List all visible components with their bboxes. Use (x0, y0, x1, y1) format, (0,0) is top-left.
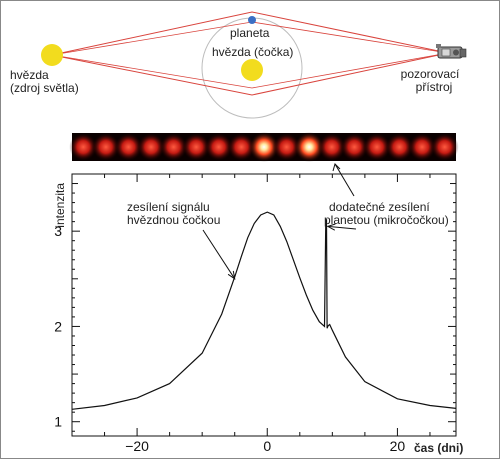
annotation-planet-arrowhead (326, 223, 336, 231)
annotation-lens-arrow (202, 229, 236, 280)
strip-spot (137, 133, 166, 161)
y-tick-label: 3 (54, 223, 62, 239)
x-tick-label: 0 (263, 438, 271, 454)
lensing-diagram: hvězda (zdroj světla) planeta hvězda (čo… (10, 11, 467, 119)
observer-sublabel: přístroj (416, 80, 453, 94)
x-tick-label: −20 (125, 438, 149, 454)
light-curve-chart: −20 0 20 1 2 3 intenzita čas (dni) zesílení s… (53, 163, 463, 455)
strip-spot (114, 133, 143, 161)
strip-pointer-arrowhead (332, 163, 341, 172)
strip-spot (69, 133, 98, 161)
lens-star-label: hvězda (čočka) (212, 45, 293, 59)
annotation-lens-arrowhead (227, 270, 236, 280)
y-tick-label: 1 (54, 414, 62, 430)
strip-spot (159, 133, 188, 161)
y-tick-label: 2 (54, 318, 62, 334)
strip-spot (340, 133, 369, 161)
strip-pointer-arrow (334, 163, 355, 197)
strip-spot (430, 133, 459, 161)
plot-frame (71, 173, 457, 437)
strip-spot (182, 133, 211, 161)
source-star-icon (41, 44, 63, 66)
telescope-icon (436, 44, 467, 59)
intensity-strip (69, 132, 459, 162)
annotation-lens-line2: hvězdnou čočkou (127, 213, 220, 227)
annotation-lens-line1: zesílení signálu (127, 200, 210, 214)
planet-icon (248, 16, 256, 24)
annotation-planet-line2: planetou (mikročočkou) (324, 213, 449, 227)
planet-label: planeta (230, 26, 270, 40)
y-axis-label: intenzita (53, 183, 67, 228)
strip-spot (91, 133, 120, 161)
strip-spot (204, 133, 233, 161)
strip-spot (408, 133, 437, 161)
annotation-planet-line1: dodatečné zesílení (329, 200, 430, 214)
light-curve-line (71, 211, 457, 410)
source-star-label: hvězda (10, 68, 49, 82)
strip-spot (385, 133, 414, 161)
annotation-planet-arrow (327, 225, 357, 230)
strip-spot (227, 133, 256, 161)
strip-bright-spot (249, 132, 279, 162)
strip-spot (317, 133, 346, 161)
source-star-sublabel: (zdroj světla) (10, 81, 79, 95)
strip-spot (272, 133, 301, 161)
strip-bright-spot (294, 132, 325, 162)
lens-star-icon (241, 59, 263, 81)
x-tick-label: 20 (390, 438, 406, 454)
strip-spot (362, 133, 391, 161)
observer-label: pozorovací (401, 67, 460, 81)
x-axis-label: čas (dni) (414, 441, 463, 455)
